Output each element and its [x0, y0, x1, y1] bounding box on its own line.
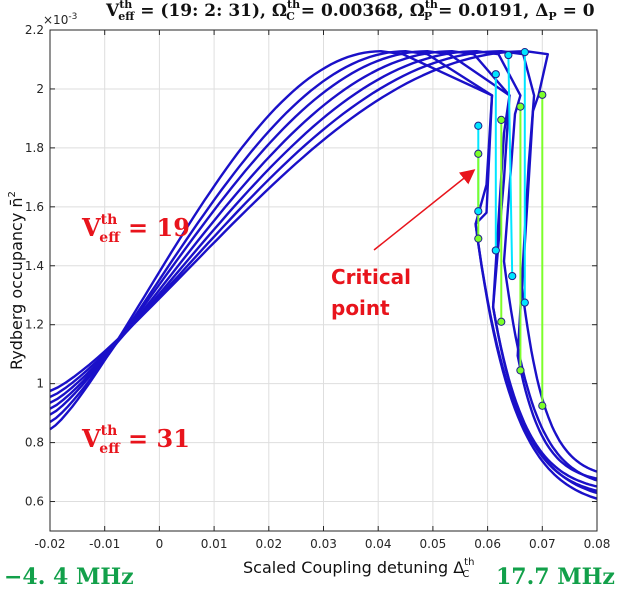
title-v-val: = (19: 2: 31), — [134, 1, 272, 21]
critical-point-marker — [497, 317, 506, 326]
label-v31-sub: eff — [99, 441, 121, 457]
series-curve-v29 — [49, 50, 598, 480]
series-curve-v25 — [49, 50, 598, 488]
label-v31-sup: th — [101, 423, 118, 439]
x-tick-labels: -0.02 -0.01 0 0.01 0.02 0.03 0.04 0.05 0.06 0.07 0… — [34, 537, 610, 551]
y-axis-label-main: Rydberg occupancy n̄ — [7, 197, 26, 370]
y-tick-label: 0.8 — [25, 436, 44, 450]
y-exponent: ×10-3 — [43, 12, 77, 27]
x-tick-label: 0.01 — [201, 537, 228, 551]
label-v19-sub: eff — [99, 230, 121, 246]
x-tick-label: 0 — [156, 537, 164, 551]
x-tick-label: 0.07 — [529, 537, 556, 551]
title-oc-main: Ω — [272, 1, 287, 21]
critical-points — [474, 48, 547, 410]
x-axis-label: Scaled Coupling detuning Δth C — [243, 557, 474, 580]
x-tick-label: -0.02 — [34, 537, 65, 551]
label-v19-main: V — [81, 213, 101, 242]
critical-point-marker — [520, 298, 529, 307]
x-tick-label: 0.08 — [584, 537, 611, 551]
x-tick-label: 0.04 — [365, 537, 392, 551]
x-axis-label-sub: C — [462, 569, 469, 580]
label-v19-val: = 19 — [120, 213, 190, 242]
critical-point-marker — [538, 90, 547, 99]
chart-title: Vth eff = (19: 2: 31), Ωth C = 0.00368, Ωt… — [105, 0, 595, 23]
critical-label-line1: Critical — [331, 265, 411, 289]
critical-point-marker — [538, 401, 547, 410]
x-axis-label-sup: th — [464, 557, 474, 568]
critical-point-marker — [516, 102, 525, 111]
title-v-sup: th — [119, 0, 132, 11]
title-dp-val: = 0 — [557, 1, 595, 21]
title-oc-sub: C — [286, 10, 295, 23]
critical-point-marker — [520, 48, 529, 57]
y-tick-label: 1.6 — [25, 200, 44, 214]
critical-jump-line — [507, 55, 514, 277]
critical-point-marker — [516, 366, 525, 375]
x-axis-label-main: Scaled Coupling detuning Δ — [243, 558, 464, 577]
title-dp-sub: P — [548, 10, 556, 23]
title-op-main: Ω — [410, 1, 425, 21]
title-v-main: V — [105, 1, 120, 21]
x-tick-label: -0.01 — [89, 537, 120, 551]
label-v31: Vth eff = 31 — [81, 423, 190, 457]
critical-label-line2: point — [331, 296, 390, 320]
series-curve-v27 — [49, 50, 598, 482]
y-tick-label: 2 — [36, 82, 44, 96]
axes — [49, 29, 598, 532]
title-oc-sup: th — [287, 0, 300, 11]
x-tick-label: 0.05 — [420, 537, 447, 551]
title-op-sub: P — [424, 10, 432, 23]
y-axis-label-sup: 2 — [7, 191, 18, 197]
critical-point-marker — [491, 246, 500, 255]
title-oc-val: = 0.00368, — [295, 1, 410, 21]
label-v31-main: V — [81, 424, 101, 453]
title-v-sub: eff — [118, 10, 135, 23]
critical-point-marker — [474, 207, 483, 216]
y-exponent-base: ×10 — [43, 13, 68, 27]
label-v31-val: = 31 — [120, 424, 190, 453]
x-tick-label: 0.02 — [255, 537, 282, 551]
right-frequency-label: 17.7 MHz — [496, 564, 615, 590]
y-tick-labels: 0.6 0.8 1 1.2 1.4 1.6 1.8 2 2.2 — [25, 23, 44, 509]
series-curves — [49, 50, 598, 500]
y-tick-label: 1.4 — [25, 259, 44, 273]
x-tick-label: 0.03 — [310, 537, 337, 551]
y-exponent-power: -3 — [68, 12, 77, 22]
y-tick-label: 0.6 — [25, 495, 44, 509]
series-curve-v19 — [49, 50, 598, 500]
series-curve-v23 — [49, 50, 598, 492]
y-tick-label: 1.2 — [25, 318, 44, 332]
critical-jumps — [477, 52, 544, 406]
critical-point-marker — [474, 234, 483, 243]
critical-point-marker — [497, 115, 506, 124]
title-op-val: = 0.0191, — [432, 1, 535, 21]
critical-point-marker — [508, 271, 517, 281]
y-axis-label: Rydberg occupancy n̄2 — [7, 191, 26, 370]
y-tick-label: 1 — [36, 377, 44, 391]
y-tick-label: 1.8 — [25, 141, 44, 155]
title-dp-main: Δ — [535, 1, 548, 21]
title-op-sup: th — [425, 0, 438, 11]
critical-point-marker — [491, 70, 500, 79]
y-tick-label: 2.2 — [25, 23, 44, 37]
label-v19: Vth eff = 19 — [81, 212, 190, 246]
series-curve-v31 — [49, 50, 598, 473]
critical-point-marker — [504, 50, 513, 60]
x-tick-label: 0.06 — [474, 537, 501, 551]
label-v19-sup: th — [101, 212, 118, 228]
critical-point-marker — [474, 149, 483, 158]
critical-arrow — [373, 169, 476, 251]
critical-point-marker — [474, 121, 483, 130]
left-frequency-label: −4. 4 MHz — [4, 564, 134, 590]
